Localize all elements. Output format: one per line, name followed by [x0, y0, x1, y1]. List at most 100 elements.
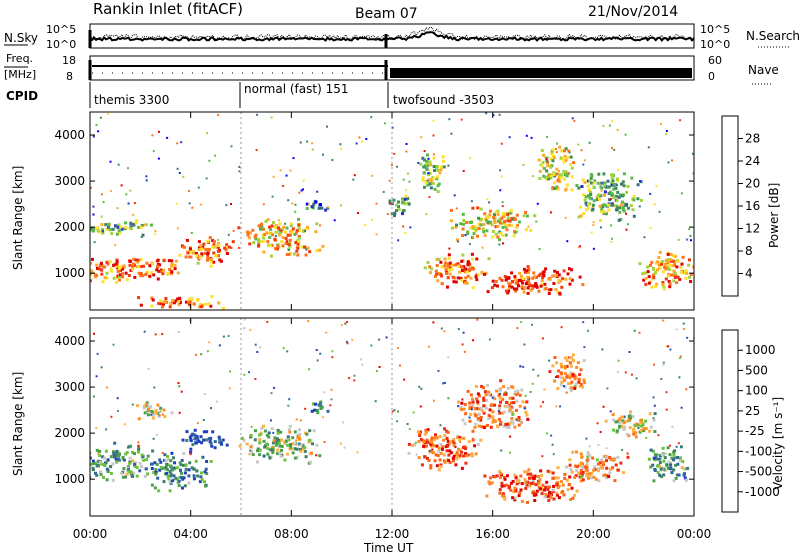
range-gate-cell — [672, 458, 676, 462]
range-gate-cell — [539, 405, 542, 408]
range-gate-cell — [195, 435, 199, 439]
range-gate-cell — [596, 462, 600, 466]
range-gate-cell — [433, 169, 436, 172]
range-gate-cell — [517, 494, 521, 498]
range-gate-cell — [460, 118, 463, 121]
range-gate-cell — [502, 495, 506, 499]
range-gate-cell — [276, 428, 280, 432]
range-gate-cell — [470, 200, 473, 203]
range-gate-cell — [123, 423, 126, 426]
range-gate-cell — [295, 439, 298, 442]
range-gate-cell — [287, 428, 291, 432]
range-gate-cell — [652, 449, 655, 453]
colorbar-tick-label: 1000 — [745, 343, 776, 357]
range-gate-cell — [691, 265, 694, 269]
range-gate-cell — [514, 289, 518, 293]
range-gate-cell — [469, 276, 473, 280]
range-gate-cell — [461, 227, 465, 231]
range-gate-cell — [144, 273, 148, 277]
noise-left-label: N.Sky — [4, 31, 38, 45]
range-gate-cell — [353, 374, 356, 377]
range-gate-cell — [267, 431, 271, 435]
range-gate-cell — [518, 404, 522, 408]
range-gate-cell — [582, 465, 586, 469]
range-gate-cell — [487, 393, 491, 396]
range-gate-cell — [460, 466, 464, 470]
range-gate-cell — [536, 202, 539, 205]
range-gate-cell — [185, 300, 188, 304]
range-gate-cell — [439, 165, 443, 169]
range-gate-cell — [569, 468, 573, 471]
range-gate-cell — [518, 271, 522, 275]
range-gate-cell — [466, 263, 470, 267]
range-gate-cell — [441, 445, 445, 449]
range-gate-cell — [603, 181, 607, 185]
range-gate-cell — [616, 179, 619, 183]
range-gate-cell — [294, 241, 298, 245]
range-gate-cell — [472, 339, 475, 342]
range-gate-cell — [510, 212, 513, 215]
range-gate-cell — [137, 271, 141, 275]
range-gate-cell — [289, 222, 293, 226]
range-gate-cell — [265, 433, 269, 437]
range-gate-cell — [218, 437, 222, 441]
range-gate-cell — [602, 463, 605, 466]
range-gate-cell — [104, 228, 108, 231]
range-gate-cell — [243, 373, 246, 376]
range-gate-cell — [632, 198, 636, 202]
y-tick-label: 1000 — [54, 266, 85, 280]
range-gate-cell — [425, 160, 429, 164]
range-gate-cell — [623, 416, 626, 419]
range-gate-cell — [114, 244, 117, 247]
range-gate-cell — [457, 455, 461, 459]
range-gate-cell — [615, 194, 619, 198]
range-gate-cell — [599, 466, 603, 470]
range-gate-cell — [579, 382, 583, 386]
range-gate-cell — [506, 216, 510, 220]
range-gate-cell — [546, 164, 550, 168]
range-gate-cell — [639, 424, 643, 428]
range-gate-cell — [536, 479, 540, 483]
range-gate-cell — [403, 197, 407, 201]
range-gate-cell — [137, 441, 140, 444]
range-gate-cell — [340, 323, 343, 326]
range-gate-cell — [430, 444, 433, 448]
range-gate-cell — [218, 344, 221, 347]
range-gate-cell — [408, 180, 411, 183]
range-gate-cell — [331, 159, 334, 161]
range-gate-cell — [564, 216, 567, 219]
range-gate-cell — [321, 244, 325, 248]
range-gate-cell — [376, 370, 378, 372]
range-gate-cell — [493, 419, 497, 423]
range-gate-cell — [390, 164, 393, 167]
range-gate-cell — [581, 462, 584, 466]
range-gate-cell — [217, 113, 220, 116]
range-gate-cell — [622, 427, 626, 431]
cpid-segment-themis: themis 3300 — [94, 93, 169, 107]
range-gate-cell — [423, 432, 427, 436]
range-gate-cell — [90, 228, 94, 232]
range-gate-cell — [666, 252, 670, 256]
range-gate-cell — [463, 350, 466, 353]
range-gate-cell — [133, 202, 136, 204]
power-colorbar-label: Power [dB] — [767, 183, 781, 248]
range-gate-cell — [423, 455, 427, 459]
range-gate-cell — [249, 445, 253, 449]
range-gate-cell — [303, 228, 307, 232]
range-gate-cell — [508, 396, 512, 400]
range-gate-cell — [178, 296, 182, 300]
range-gate-cell — [177, 300, 180, 304]
range-gate-cell — [277, 441, 281, 445]
range-gate-cell — [673, 449, 677, 453]
range-gate-cell — [302, 179, 305, 182]
range-gate-cell — [621, 449, 624, 451]
range-gate-cell — [475, 407, 479, 410]
range-gate-cell — [169, 476, 173, 480]
range-gate-cell — [200, 471, 203, 475]
range-gate-cell — [688, 258, 691, 262]
range-gate-cell — [215, 254, 219, 258]
range-gate-cell — [287, 243, 291, 247]
range-gate-cell — [520, 321, 523, 324]
range-gate-cell — [141, 233, 145, 237]
range-gate-cell — [663, 456, 667, 460]
